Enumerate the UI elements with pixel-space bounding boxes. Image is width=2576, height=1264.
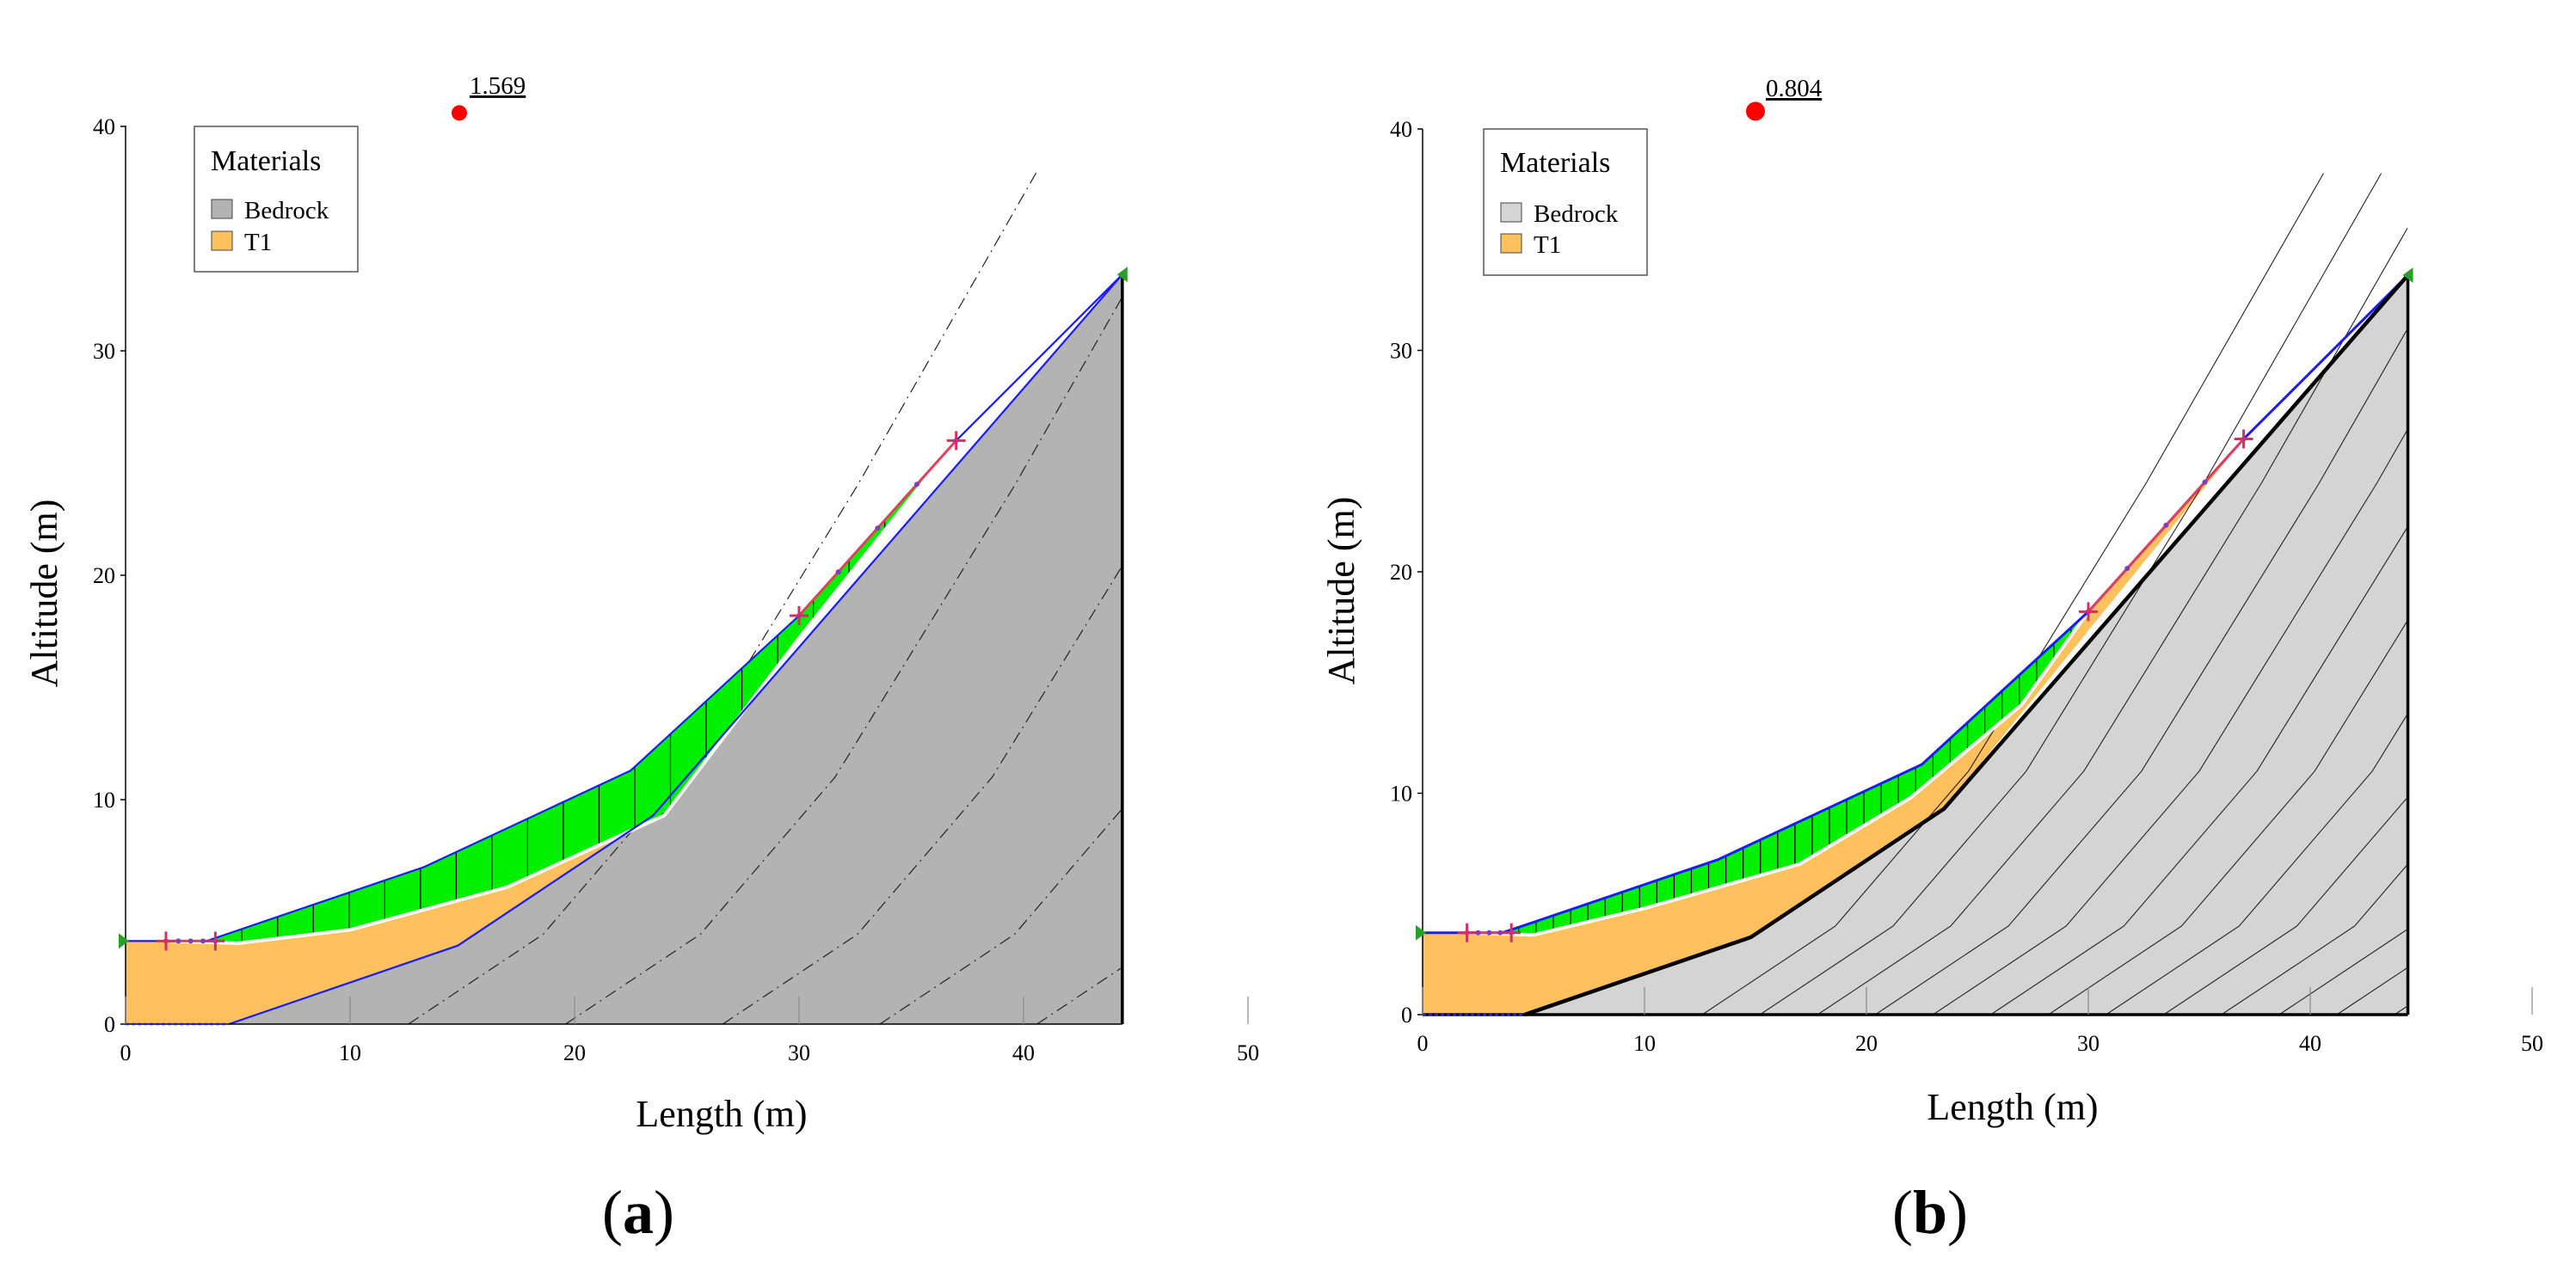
panel-a-hatch-line — [565, 294, 1123, 1024]
panel-b-x-tick-label: 0 — [1417, 1031, 1429, 1056]
panel-b-x-tick-label: 20 — [1855, 1031, 1878, 1056]
panel-b-material-fills — [1423, 275, 2408, 1015]
panel-a-legend-swatch-bedrock — [211, 199, 233, 219]
panel-a-x-tick-label: 20 — [563, 1040, 586, 1065]
panel-b-y-tick-label: 20 — [1390, 560, 1412, 585]
panel-a-legend-label-t1: T1 — [244, 229, 272, 256]
panel-b-hatch-line — [1701, 173, 2324, 1015]
panel-a-y-tick-label: 30 — [93, 339, 115, 364]
panel-b-factor-of-safety-marker — [1746, 101, 1765, 121]
panel-b-hatch-line — [2278, 929, 2407, 1015]
panel-a-slip-range-point — [914, 482, 920, 488]
panel-b-left-boundary-marker — [1416, 924, 1426, 941]
panel-b-x-tick-label: 10 — [1633, 1031, 1656, 1056]
panel-b-hatch-line — [2567, 174, 2576, 1015]
panel-b-hatch-line — [2048, 619, 2407, 1015]
panel-b-markers — [1416, 101, 2413, 942]
panel-b-slip-range-point — [1486, 930, 1492, 936]
panel-a-y-tick-label: 40 — [93, 114, 115, 139]
panel-a-y-tick-label: 20 — [93, 563, 115, 588]
panel-b-label: (b) — [1892, 1178, 1968, 1247]
panel-b-hatch-line — [1990, 526, 2407, 1015]
panel-b-bedrock-area — [1524, 275, 2408, 1015]
panel-a-legend: Materials Bedrock T1 — [194, 126, 359, 273]
panel-a-legend-title: Materials — [211, 145, 321, 177]
panel-a-x-tick-label: 10 — [339, 1040, 361, 1065]
panel-b-legend-label-t1: T1 — [1534, 231, 1561, 259]
panel-b-hatch-line — [1759, 173, 2382, 1015]
panel-a-factor-of-safety-marker — [452, 105, 467, 121]
panel-b-legend-label-bedrock: Bedrock — [1534, 200, 1619, 228]
panel-b-x-tick-label: 50 — [2521, 1031, 2543, 1056]
panel-b-hatch-line — [2394, 1005, 2407, 1015]
panel-b-x-tick-label: 30 — [2077, 1031, 2100, 1056]
panel-b-bedrock-hatch — [1701, 173, 2576, 1015]
panel-b-factor-of-safety: 0.804 — [1766, 75, 1823, 102]
panel-b-hatch-line — [2163, 796, 2407, 1015]
panel-b-legend: Materials Bedrock T1 — [1483, 128, 1648, 276]
panel-a-legend-label-bedrock: Bedrock — [244, 197, 329, 224]
panel-a-x-tick-label: 30 — [788, 1040, 810, 1065]
panel-a-label: (a) — [602, 1178, 674, 1247]
panel-a-material-fills — [126, 274, 1122, 1024]
panel-a-hatch-line — [879, 807, 1123, 1024]
panel-b-slip-range-point — [2124, 566, 2130, 572]
panel-b-bedrock-contact-line — [1523, 273, 2410, 1017]
panel-b-slip-range-point — [2163, 522, 2169, 528]
panel-a-slip-range-point — [200, 938, 206, 944]
panel-b-y-tick-label: 40 — [1390, 117, 1412, 142]
panel-a-legend-swatch-t1 — [211, 230, 233, 251]
panel-b-hatch-line — [2221, 863, 2407, 1015]
panel-a-x-tick-label: 40 — [1012, 1040, 1035, 1065]
panel-b-y-axis-title: Altitude (m) — [1320, 497, 1362, 685]
panel-b-hatch-line — [2106, 713, 2407, 1015]
panel-a-left-boundary-marker — [119, 933, 129, 949]
panel-b-hatch-line — [1933, 428, 2407, 1015]
panel-a-axes: 0 10 20 30 40 0 10 20 30 40 50 — [93, 114, 1259, 1065]
panel-a-factor-of-safety: 1.569 — [470, 72, 526, 100]
panel-b-legend-swatch-t1 — [1500, 233, 1522, 254]
panel-b-slip-range-point — [1475, 930, 1481, 936]
panel-b-axes: 0 10 20 30 40 0 10 20 30 40 50 — [1390, 117, 2543, 1056]
panel-b-slip-range-point — [1497, 930, 1503, 936]
panel-a-slip-range-point — [188, 938, 194, 944]
panel-a-hatch-line — [722, 562, 1123, 1024]
panel-a-right-boundary-marker — [1116, 267, 1128, 283]
panel-a-bedrock-contact-line — [228, 273, 1123, 1026]
panel-b-y-tick-label: 30 — [1390, 339, 1412, 364]
panel-a-y-tick-label: 10 — [93, 788, 115, 813]
panel-b-hatch-line — [2510, 174, 2576, 1015]
panel-b-y-tick-label: 10 — [1390, 782, 1412, 807]
panel-a-t1-area — [126, 440, 956, 1024]
panel-a-y-tick-label: 0 — [104, 1012, 115, 1037]
panel-a-bedrock-area — [229, 274, 1122, 1024]
panel-a-chart: 0 10 20 30 40 0 10 20 30 40 50 Length (m) Altitude… — [23, 72, 1259, 1247]
panel-b-t1-area — [1423, 439, 2244, 1015]
panel-a-y-axis-title: Altitude (m) — [23, 500, 65, 688]
panel-b-hatch-line — [2452, 174, 2576, 1015]
panel-b-legend-title: Materials — [1500, 147, 1610, 179]
panel-b-chart: 0 10 20 30 40 0 10 20 30 40 50 Length (m) Altitude… — [1320, 75, 2576, 1247]
panel-b-x-tick-label: 40 — [2299, 1031, 2321, 1056]
panel-a-slip-surface-line — [170, 439, 958, 946]
panel-b-hatch-line — [1874, 328, 2407, 1015]
panel-a-slip-range-point — [835, 569, 841, 575]
panel-b-legend-swatch-bedrock — [1500, 202, 1522, 223]
panel-b-slip-surface-line — [1466, 611, 2090, 937]
panel-b-x-axis-title: Length (m) — [1927, 1086, 2098, 1128]
panel-b-slip-range-point — [2202, 479, 2208, 485]
panel-b-hatch-line — [1817, 227, 2407, 1015]
panel-b-y-tick-label: 0 — [1401, 1003, 1412, 1028]
panel-b-right-boundary-marker — [2402, 267, 2413, 283]
panel-a-slip-range-point — [875, 525, 881, 531]
panel-a-x-tick-label: 0 — [120, 1040, 132, 1065]
panel-a-x-axis-title: Length (m) — [636, 1093, 807, 1135]
panel-a-x-tick-label: 50 — [1237, 1040, 1259, 1065]
panel-a-markers — [119, 105, 1128, 951]
panel-a-slip-range-point — [175, 938, 181, 944]
